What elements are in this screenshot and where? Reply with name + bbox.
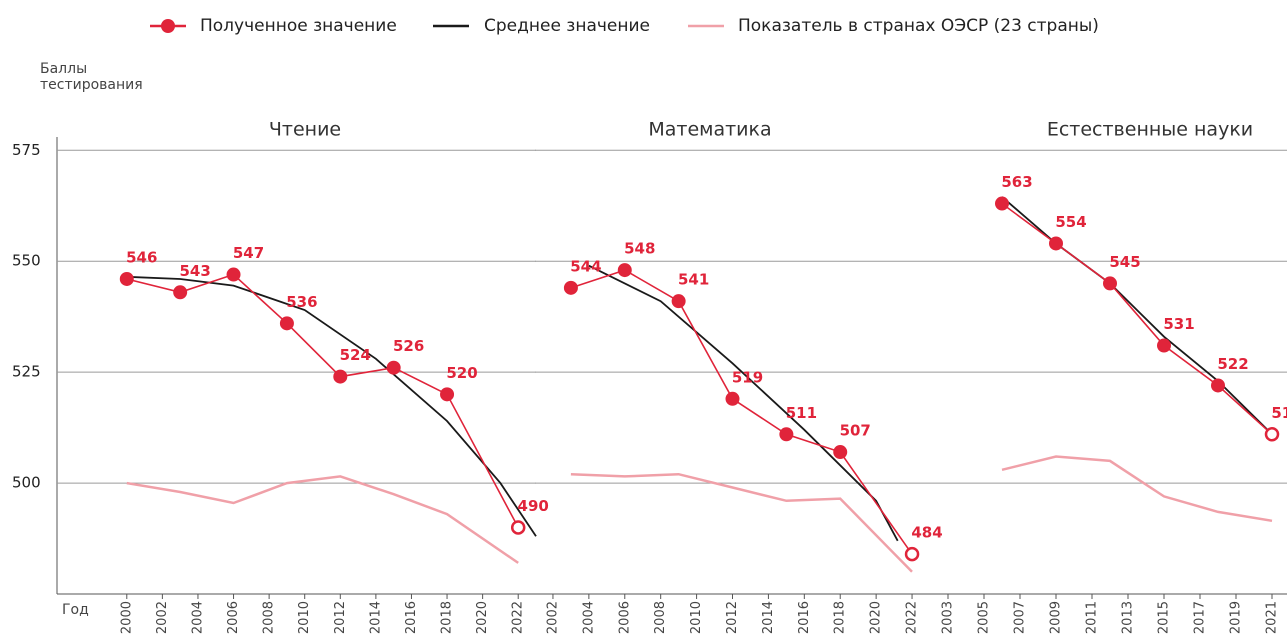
x-tick-label: 2013: [1121, 601, 1136, 634]
data-point: [1211, 378, 1225, 393]
x-tick-label: 2018: [833, 601, 848, 634]
data-label: 548: [624, 240, 655, 258]
x-tick-label: 2007: [1013, 601, 1028, 634]
series-line: [126, 273, 519, 528]
x-tick-label: 2017: [1193, 601, 1208, 634]
y-tick-label: 525: [12, 363, 41, 381]
x-tick-label: 2000: [119, 601, 134, 634]
y-axis-label: Баллы: [40, 61, 87, 77]
x-tick-label: 2009: [1049, 601, 1064, 634]
x-tick-label: 2010: [689, 601, 704, 634]
data-label: 526: [393, 337, 424, 355]
x-tick-label: 2021: [1265, 601, 1280, 634]
y-tick-label: 500: [12, 474, 41, 492]
panel-title: Математика: [648, 119, 771, 141]
data-label: 546: [126, 248, 157, 266]
x-tick-label: 2015: [1157, 601, 1172, 634]
x-tick-label: 2016: [797, 601, 812, 634]
data-label: 545: [1109, 253, 1140, 271]
data-point: [779, 427, 794, 442]
data-label: 543: [180, 262, 211, 280]
x-tick-label: 2020: [475, 601, 490, 634]
x-tick-label: 2005: [977, 601, 992, 634]
series-line: [570, 472, 913, 573]
data-label: 531: [1163, 315, 1194, 333]
series-line: [570, 269, 913, 555]
data-label: 519: [732, 368, 763, 386]
data-point: [386, 360, 401, 375]
data-point: [995, 196, 1009, 211]
data-label: 522: [1217, 355, 1248, 373]
legend-label: Среднее значение: [484, 16, 650, 36]
data-label: 511: [1271, 404, 1287, 422]
x-tick-label: 2004: [581, 601, 596, 634]
data-point: [1264, 427, 1280, 442]
data-label: 520: [446, 364, 477, 382]
legend-label: Показатель в странах ОЭСР (23 страны): [738, 16, 1099, 36]
series-line: [126, 275, 537, 537]
x-tick-label: 2014: [368, 601, 383, 634]
x-tick-label: 2008: [262, 601, 277, 634]
data-point: [510, 520, 526, 535]
series-line: [1001, 455, 1273, 523]
y-tick-label: 550: [12, 252, 41, 270]
x-tick-label: 2019: [1229, 601, 1244, 634]
x-tick-label: 2012: [725, 601, 740, 634]
x-tick-label: 2004: [190, 601, 205, 634]
data-label: 563: [1001, 173, 1032, 191]
x-tick-label: 2003: [941, 601, 956, 634]
data-label: 490: [518, 497, 549, 515]
x-tick-label: 2022: [511, 601, 526, 634]
data-point: [725, 391, 740, 406]
panel-title: Чтение: [269, 119, 341, 141]
data-label: 554: [1055, 213, 1086, 231]
x-tick-label: 2012: [333, 601, 348, 634]
data-point: [833, 445, 848, 460]
data-label: 484: [911, 524, 942, 542]
data-label: 507: [840, 422, 871, 440]
data-label: 547: [233, 244, 264, 262]
x-tick-label: 2022: [905, 601, 920, 634]
data-point: [617, 263, 632, 278]
data-label: 511: [786, 404, 817, 422]
x-tick-label: 2020: [869, 601, 884, 634]
x-tick-label: 2006: [617, 601, 632, 634]
data-point: [119, 271, 134, 286]
x-tick-label: 2010: [297, 601, 312, 634]
data-label: 536: [286, 293, 317, 311]
data-point: [1049, 236, 1063, 251]
data-point: [173, 285, 188, 300]
x-tick-label: 2008: [653, 601, 668, 634]
data-point: [1103, 276, 1117, 291]
data-point: [563, 280, 578, 295]
x-tick-label: 2011: [1085, 601, 1100, 634]
panel-title: Естественные науки: [1047, 119, 1253, 141]
x-axis-label: Год: [62, 602, 89, 618]
data-point: [279, 316, 294, 331]
legend-label: Полученное значение: [200, 16, 397, 36]
data-point: [440, 387, 455, 402]
x-tick-label: 2016: [404, 601, 419, 634]
series-line: [126, 475, 519, 564]
x-tick-label: 2002: [155, 601, 170, 634]
data-point: [904, 546, 920, 562]
data-point: [1157, 338, 1171, 353]
series-line: [588, 264, 899, 542]
series-line: [1001, 196, 1273, 435]
x-tick-label: 2018: [440, 601, 455, 634]
data-label: 541: [678, 271, 709, 289]
data-point: [671, 294, 686, 309]
data-point: [333, 369, 348, 384]
data-label: 544: [570, 257, 601, 275]
x-tick-label: 2002: [545, 601, 560, 634]
legend-marker: [161, 19, 175, 33]
x-tick-label: 2014: [761, 601, 776, 634]
data-label: 524: [340, 346, 371, 364]
data-point: [226, 267, 241, 282]
y-tick-label: 575: [12, 141, 41, 159]
y-axis-label: тестирования: [40, 77, 143, 93]
x-tick-label: 2006: [226, 601, 241, 634]
series-line: [1001, 202, 1273, 435]
